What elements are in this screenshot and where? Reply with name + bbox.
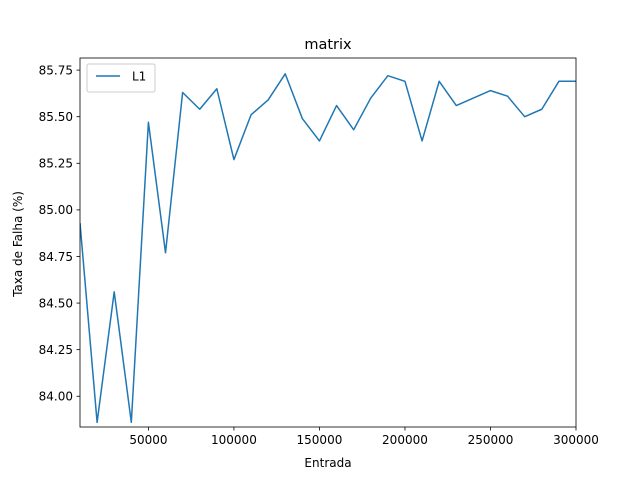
x-tick-label: 200000	[382, 433, 428, 447]
legend-box	[86, 63, 156, 93]
x-tick-label: 250000	[468, 433, 514, 447]
legend: L1	[86, 63, 156, 93]
y-tick-label: 85.00	[39, 203, 73, 217]
series-line-l1	[80, 73, 576, 424]
legend-label: L1	[132, 70, 146, 84]
x-tick-label: 300000	[553, 433, 599, 447]
x-tick-label: 100000	[211, 433, 257, 447]
axes-frame	[79, 57, 577, 428]
y-tick-label: 84.00	[39, 390, 73, 404]
y-tick-label: 84.25	[39, 343, 73, 357]
plot-area: 50000 100000 150000 200000 250000 300000 84.00…	[39, 57, 599, 447]
y-tick-label: 84.50	[39, 296, 73, 310]
y-axis-label: Taxa de Falha (%)	[11, 191, 25, 298]
y-tick-label: 85.75	[39, 63, 73, 77]
y-tick-label: 84.75	[39, 250, 73, 264]
x-tick-label: 150000	[297, 433, 343, 447]
x-axis-label: Entrada	[304, 456, 351, 470]
chart-title: matrix	[304, 37, 352, 53]
y-tick-label: 85.50	[39, 110, 73, 124]
x-tick-label: 50000	[129, 433, 167, 447]
y-tick-label: 85.25	[39, 157, 73, 171]
